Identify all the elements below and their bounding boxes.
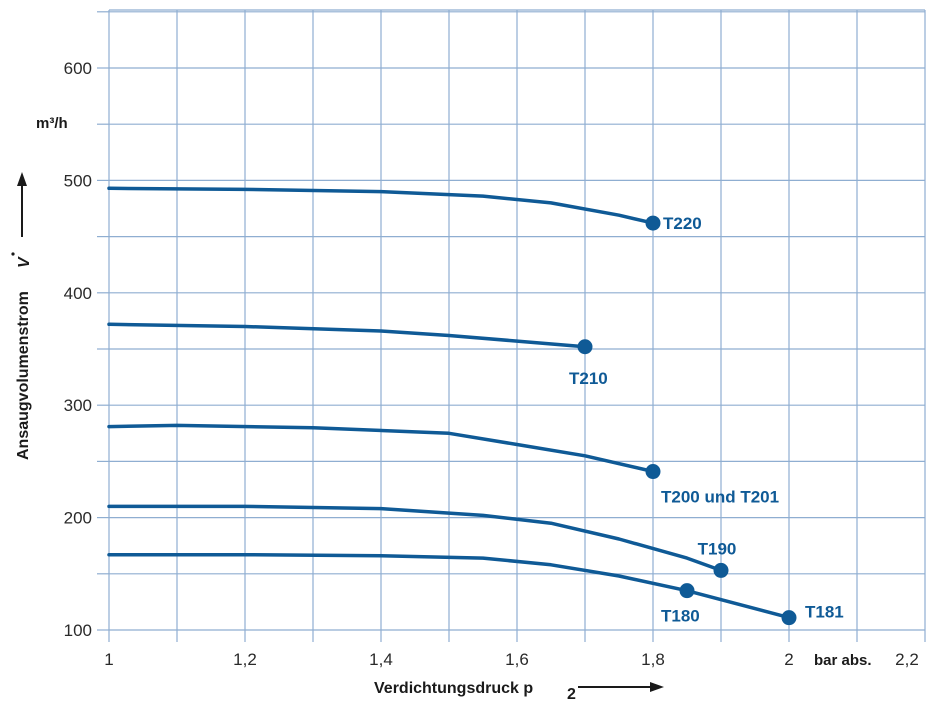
y-axis-title-text: Ansaugvolumenstrom: [15, 291, 32, 460]
series-line-t181: [107, 552, 791, 620]
series-point-t180: [679, 583, 695, 599]
y-axis-title: Ansaugvolumenstrom V: [11, 172, 33, 460]
x-axis-arrow-head: [650, 682, 664, 692]
x-tick-label: 1,6: [505, 650, 529, 669]
y-tick-label: 500: [64, 171, 92, 190]
x-axis-title: Verdichtungsdruck p 2: [374, 680, 664, 703]
series-label-t210: T210: [569, 369, 608, 388]
x-tick-label: 1,8: [641, 650, 665, 669]
y-axis-symbol-dot: [11, 252, 15, 256]
series-point-t190: [713, 562, 729, 578]
series-line-t200-und-t201: [107, 423, 655, 474]
series-label-t220: T220: [663, 214, 702, 233]
grid: [97, 9, 926, 642]
x-unit-label: bar abs.: [814, 652, 872, 669]
series-point-t200-und-t201: [645, 464, 661, 480]
y-axis-symbol: V: [16, 256, 33, 268]
x-tick-label: 2: [784, 650, 793, 669]
series-label-t190: T190: [698, 539, 737, 558]
x-tick-label: 1,4: [369, 650, 393, 669]
series-line-t210: [107, 322, 587, 349]
series-point-t220: [645, 215, 661, 231]
y-tick-label: 400: [64, 284, 92, 303]
series-lines: [107, 186, 791, 620]
tick-labels: 100 200 300 400 500 600 1 1,2 1,4 1,6 1,8 2 2,2: [64, 59, 919, 669]
x-axis-title-text: Verdichtungsdruck p: [374, 680, 533, 697]
series-point-t210: [577, 339, 593, 355]
series-line-t190: [107, 504, 723, 573]
x-tick-label: 2,2: [895, 650, 919, 669]
series-point-t181: [781, 610, 797, 626]
x-tick-label: 1: [104, 650, 113, 669]
y-tick-label: 100: [64, 621, 92, 640]
series-labels: T220 T210 T200 und T201 T190 T181 T180: [569, 214, 844, 626]
series-line-t220: [107, 186, 655, 225]
series-points: [577, 215, 797, 626]
y-unit-label: m³/h: [36, 115, 68, 132]
x-tick-label: 1,2: [233, 650, 257, 669]
y-tick-label: 200: [64, 509, 92, 528]
y-tick-label: 600: [64, 59, 92, 78]
series-label-t200-und-t201: T200 und T201: [661, 488, 779, 507]
x-axis-title-subscript: 2: [567, 686, 576, 703]
y-tick-label: 300: [64, 396, 92, 415]
series-label-t181: T181: [805, 603, 844, 622]
y-axis-arrow-head: [17, 172, 27, 186]
series-label-t180: T180: [661, 607, 700, 626]
